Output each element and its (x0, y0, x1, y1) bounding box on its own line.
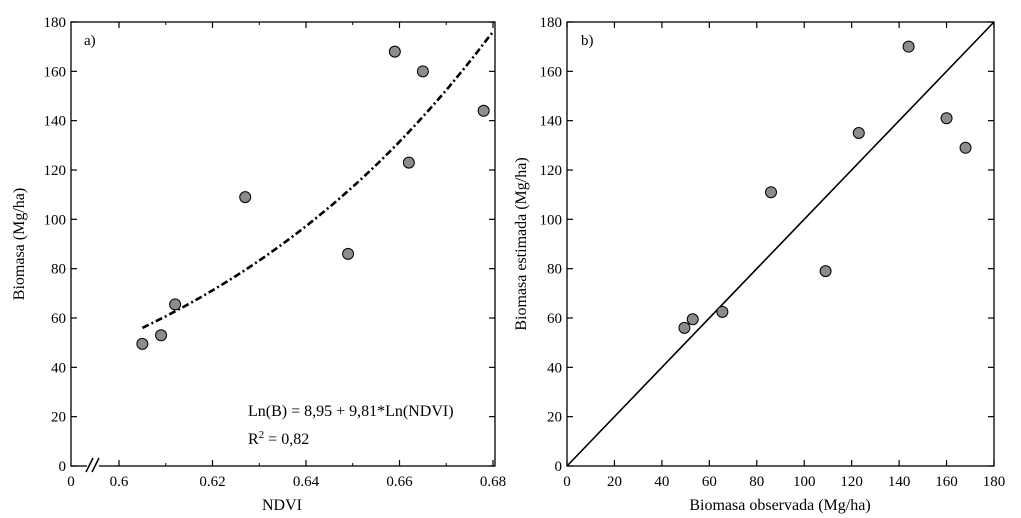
x-tick-label: 0.6 (110, 474, 129, 490)
data-point (819, 265, 832, 278)
x-tick-label: 0.68 (480, 474, 506, 490)
panel-b-identity-line (566, 21, 995, 467)
y-tick-label: 120 (44, 163, 67, 179)
data-point (959, 141, 972, 154)
data-point (169, 298, 182, 311)
panel-a-r2-label: R2 = 0,82 (248, 429, 309, 448)
x-tick-label: 40 (654, 474, 669, 490)
panel-a-r2-base: R (248, 431, 259, 448)
panel-b-points (678, 40, 972, 334)
data-point (765, 186, 778, 199)
panel-a-y-ticks: 0 20 40 60 80 100 120 140 160 180 (44, 15, 495, 475)
x-tick-label: 160 (935, 474, 958, 490)
y-tick-label: 20 (547, 410, 562, 426)
data-point (239, 191, 252, 204)
panel-a-x-tick-label-zero: 0 (67, 474, 75, 490)
panel-a-x-axis-label: NDVI (262, 497, 302, 514)
x-tick-label: 0 (563, 474, 571, 490)
x-tick-label: 120 (840, 474, 863, 490)
y-tick-label: 20 (51, 410, 66, 426)
panel-a-tag: a) (84, 33, 96, 49)
x-tick-label: 60 (702, 474, 717, 490)
y-tick-label: 0 (555, 459, 563, 475)
y-tick-label: 100 (540, 212, 563, 228)
x-tick-label: 180 (983, 474, 1006, 490)
y-tick-label: 60 (547, 311, 562, 327)
y-tick-label: 180 (540, 15, 563, 31)
y-tick-label: 160 (44, 64, 67, 80)
data-point (686, 313, 699, 326)
y-tick-label: 160 (540, 64, 563, 80)
panel-b-x-ticks: 0 20 40 60 80 100 120 140 160 180 (563, 22, 1005, 490)
x-tick-label: 0.66 (386, 474, 413, 490)
panel-a-r2-superscript: 2 (259, 429, 265, 441)
x-tick-label: 80 (749, 474, 764, 490)
panel-a-chart: a) NDVI Biomasa (Mg/ha) 0204060801001201… (11, 15, 506, 514)
panel-b-y-axis-label: Biomasa estimada (Mg/ha) (513, 157, 530, 330)
y-tick-label: 80 (51, 262, 66, 278)
panel-b-y-ticks: 0 20 40 60 80 100 120 140 160 180 (540, 15, 994, 475)
y-tick-label: 120 (540, 163, 563, 179)
x-tick-label: 100 (793, 474, 816, 490)
y-tick-label: 180 (44, 15, 67, 31)
data-point (678, 321, 691, 334)
y-tick-label: 140 (540, 114, 563, 130)
panel-b-chart: b) Biomasa observada (Mg/ha) Biomasa est… (513, 15, 1005, 514)
panel-a-frame (70, 21, 496, 467)
x-tick-label: 140 (888, 474, 911, 490)
y-tick-label: 40 (51, 360, 66, 376)
panel-b-x-axis-label: Biomasa observada (Mg/ha) (689, 497, 870, 514)
data-point (155, 329, 168, 342)
panel-a-equation: Ln(B) = 8,95 + 9,81*Ln(NDVI) (248, 403, 454, 420)
data-point (136, 337, 149, 350)
x-tick-label: 0.64 (293, 474, 320, 490)
y-tick-label: 140 (44, 114, 67, 130)
data-point (402, 156, 415, 169)
panel-a-fit-curve (141, 31, 495, 330)
y-tick-label: 0 (59, 459, 67, 475)
y-tick-label: 80 (547, 262, 562, 278)
axis-break-icon (85, 456, 100, 474)
data-point (716, 305, 729, 318)
data-point (416, 65, 429, 78)
panel-a-y-axis-label: Biomasa (Mg/ha) (11, 188, 28, 300)
data-point (852, 127, 865, 139)
data-point (940, 112, 953, 125)
data-point (902, 40, 915, 53)
x-tick-label: 20 (607, 474, 622, 490)
y-tick-label: 40 (547, 360, 562, 376)
y-tick-label: 100 (44, 212, 67, 228)
y-tick-label: 60 (51, 311, 66, 327)
data-point (342, 247, 355, 260)
panel-a-points (136, 45, 490, 350)
panel-b-tag: b) (581, 33, 594, 49)
data-point (388, 45, 401, 58)
data-point (477, 104, 490, 117)
panel-a-r2-value: = 0,82 (264, 431, 309, 448)
panel-a-x-ticks: 0.6 0.62 0.64 0.66 0.68 (110, 22, 506, 490)
x-tick-label: 0.62 (199, 474, 225, 490)
panel-b-frame (566, 21, 995, 467)
